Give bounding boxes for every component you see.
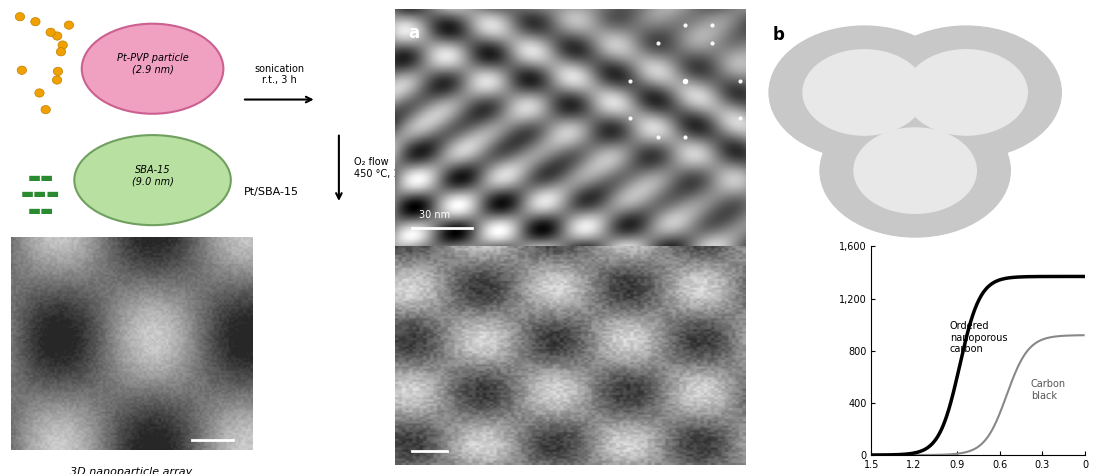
- Ellipse shape: [18, 66, 26, 74]
- Ellipse shape: [65, 21, 73, 29]
- Ellipse shape: [82, 24, 224, 114]
- Ellipse shape: [46, 28, 55, 36]
- Ellipse shape: [35, 89, 44, 97]
- Text: b: b: [773, 26, 785, 44]
- Ellipse shape: [31, 18, 41, 26]
- Circle shape: [871, 26, 1061, 159]
- Ellipse shape: [75, 135, 231, 225]
- Text: 30 nm: 30 nm: [419, 210, 450, 220]
- Text: Ordered
nanoporous
carbon: Ordered nanoporous carbon: [949, 321, 1007, 355]
- Ellipse shape: [56, 47, 66, 56]
- Ellipse shape: [15, 12, 24, 21]
- Text: O₂ flow
450 °C, 12 h: O₂ flow 450 °C, 12 h: [354, 157, 415, 179]
- Ellipse shape: [54, 67, 62, 75]
- Ellipse shape: [53, 32, 61, 40]
- Text: a: a: [409, 24, 420, 42]
- Text: Pt-PVP particle
(2.9 nm): Pt-PVP particle (2.9 nm): [116, 53, 189, 75]
- Text: Carbon
black: Carbon black: [1031, 379, 1066, 401]
- Ellipse shape: [58, 41, 67, 49]
- Circle shape: [854, 128, 977, 213]
- Text: sonication
r.t., 3 h: sonication r.t., 3 h: [254, 64, 305, 85]
- Circle shape: [820, 104, 1011, 237]
- Text: Pt/SBA-15: Pt/SBA-15: [244, 187, 299, 197]
- Ellipse shape: [53, 76, 61, 84]
- Text: ▬▬
▬▬▬
▬▬: ▬▬ ▬▬▬ ▬▬: [21, 171, 60, 218]
- Circle shape: [769, 26, 959, 159]
- Ellipse shape: [41, 106, 50, 114]
- Circle shape: [803, 50, 925, 135]
- Circle shape: [905, 50, 1027, 135]
- Text: 3D nanoparticle array: 3D nanoparticle array: [70, 467, 193, 474]
- Text: SBA-15
(9.0 nm): SBA-15 (9.0 nm): [132, 164, 173, 186]
